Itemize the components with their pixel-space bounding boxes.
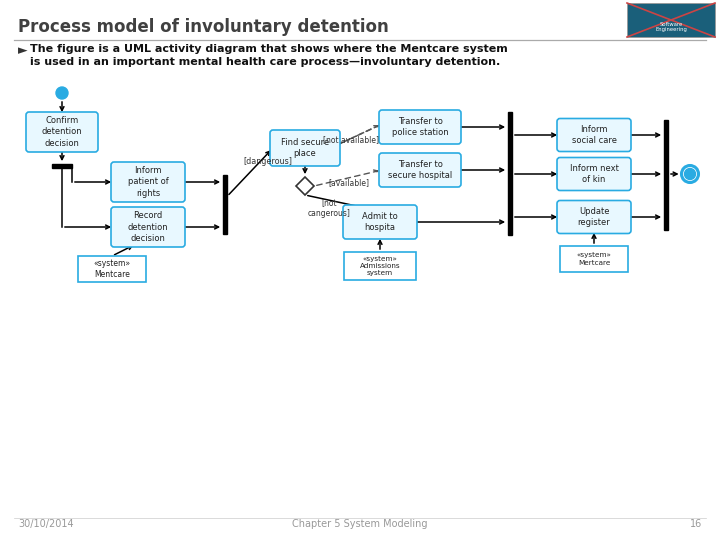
FancyBboxPatch shape — [557, 158, 631, 191]
FancyBboxPatch shape — [343, 205, 417, 239]
Text: Transfer to
police station: Transfer to police station — [392, 117, 449, 137]
Text: Update
register: Update register — [577, 207, 611, 227]
Text: 30/10/2014: 30/10/2014 — [18, 519, 73, 529]
Text: Find secure
place: Find secure place — [281, 138, 329, 158]
Text: «system»
Mertcare: «system» Mertcare — [577, 252, 611, 266]
Text: Inform next
of kin: Inform next of kin — [570, 164, 618, 184]
Bar — [508, 112, 512, 235]
Text: Record
detention
decision: Record detention decision — [127, 211, 168, 242]
FancyBboxPatch shape — [557, 200, 631, 233]
Text: Process model of involuntary detention: Process model of involuntary detention — [18, 18, 389, 36]
FancyBboxPatch shape — [111, 162, 185, 202]
Text: [not available]: [not available] — [323, 136, 379, 145]
Text: [available]: [available] — [328, 179, 369, 187]
Bar — [344, 252, 416, 280]
Text: Inform
patient of
rights: Inform patient of rights — [127, 166, 168, 198]
Bar — [664, 120, 668, 230]
FancyBboxPatch shape — [111, 207, 185, 247]
Text: Software
Engineering: Software Engineering — [655, 22, 687, 32]
Text: Admit to
hospita: Admit to hospita — [362, 212, 398, 232]
Text: The figure is a UML activity diagram that shows where the Mentcare system
is use: The figure is a UML activity diagram tha… — [30, 44, 508, 67]
Polygon shape — [296, 177, 314, 195]
Text: Inform
social care: Inform social care — [572, 125, 616, 145]
Text: ►: ► — [18, 44, 27, 57]
Text: «system»
Admissions
system: «system» Admissions system — [360, 255, 400, 276]
Circle shape — [685, 168, 696, 179]
FancyBboxPatch shape — [26, 112, 98, 152]
Text: [dangerous]: [dangerous] — [243, 158, 292, 166]
Bar — [78, 256, 146, 282]
Bar — [627, 3, 715, 37]
Text: Transfer to
secure hospital: Transfer to secure hospital — [388, 160, 452, 180]
Text: 16: 16 — [690, 519, 702, 529]
Text: Confirm
detention
decision: Confirm detention decision — [42, 117, 82, 147]
Bar — [52, 164, 72, 168]
Circle shape — [56, 87, 68, 99]
Text: Chapter 5 System Modeling: Chapter 5 System Modeling — [292, 519, 428, 529]
Bar — [222, 175, 228, 234]
Text: «system»
Mentcare: «system» Mentcare — [94, 259, 130, 279]
Circle shape — [682, 165, 698, 183]
Bar — [560, 246, 628, 272]
FancyBboxPatch shape — [379, 153, 461, 187]
FancyBboxPatch shape — [270, 130, 340, 166]
FancyBboxPatch shape — [557, 118, 631, 152]
FancyBboxPatch shape — [379, 110, 461, 144]
Text: [not
cangerous]: [not cangerous] — [308, 198, 351, 218]
